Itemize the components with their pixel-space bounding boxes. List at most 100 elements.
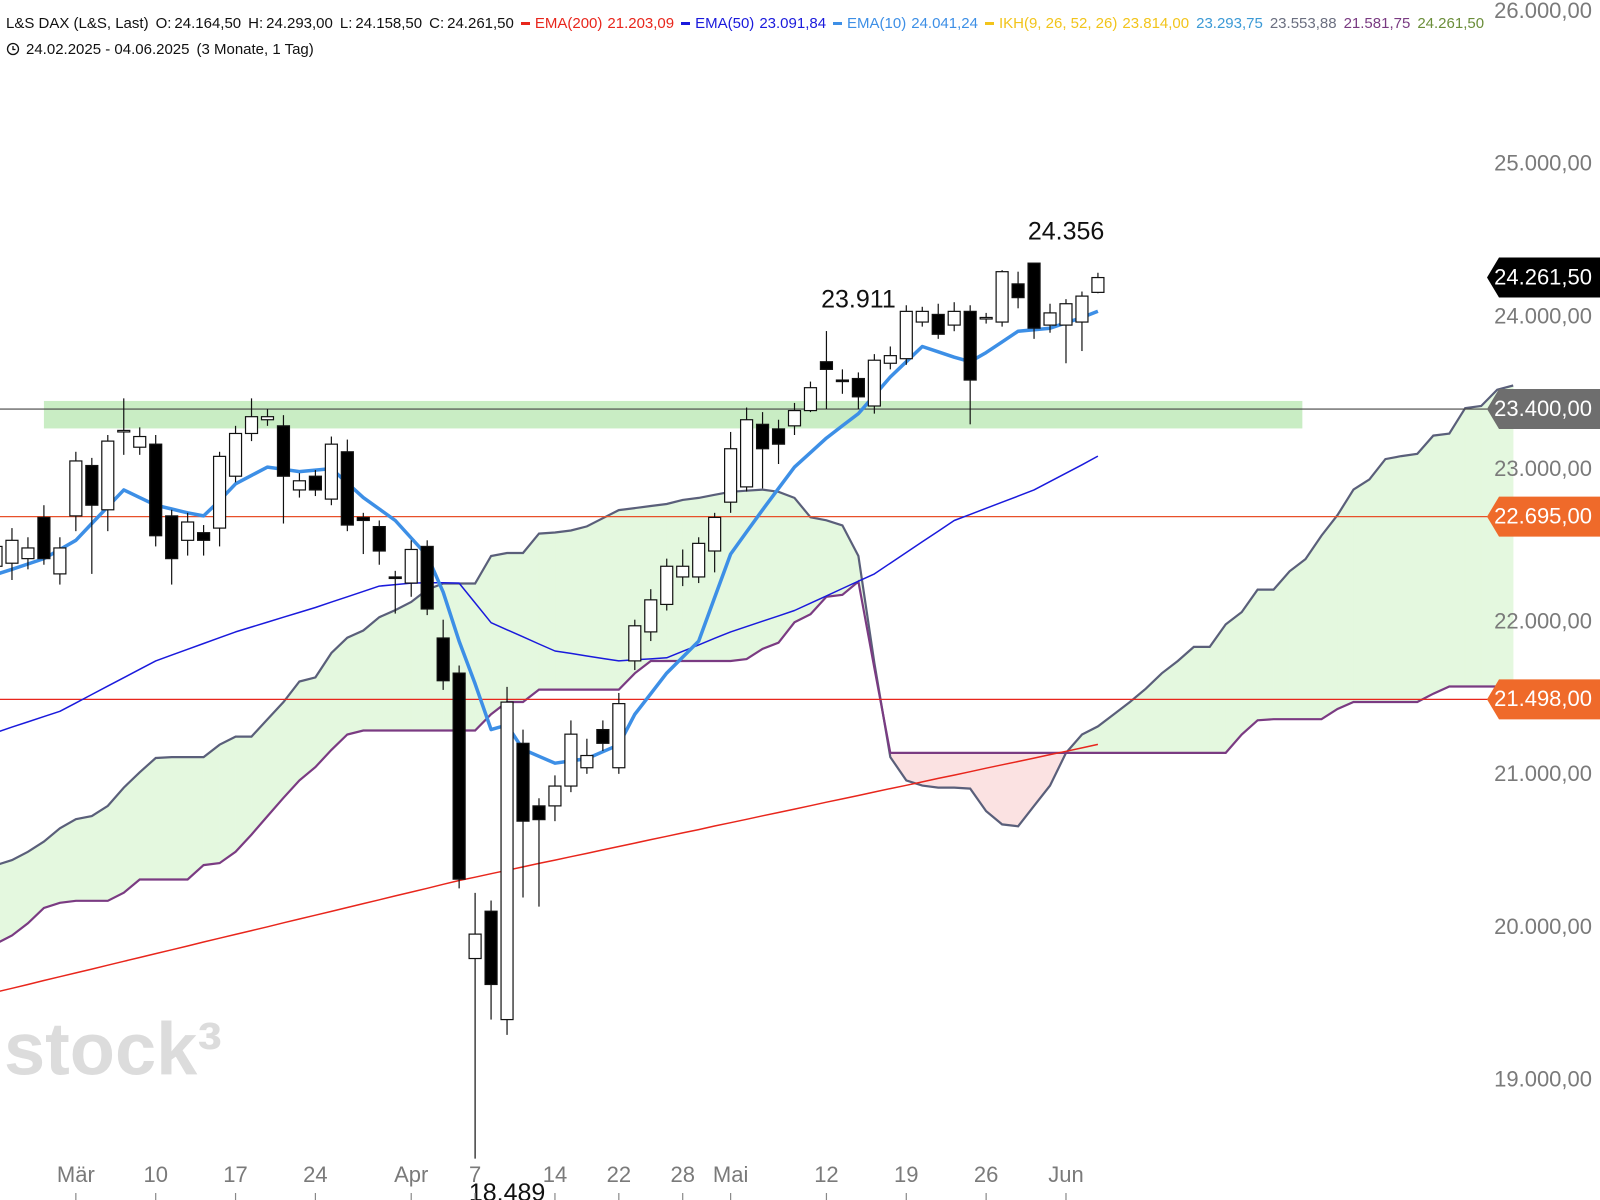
legend-marker: [833, 21, 843, 25]
cloud-fill: [11, 851, 29, 936]
cloud-fill: [1480, 389, 1498, 687]
candle-body: [644, 599, 658, 633]
y-tick-label: 23.000,00: [1494, 456, 1592, 481]
cloud-fill: [59, 818, 77, 904]
candle-body: [372, 525, 386, 552]
candle-body: [1011, 283, 1025, 299]
cloud-fill: [1033, 752, 1051, 807]
candle-body: [1043, 312, 1057, 326]
candle-body: [436, 637, 450, 682]
y-tick-label: 19.000,00: [1494, 1066, 1592, 1091]
y-tick-label: 24.000,00: [1494, 303, 1592, 328]
annotation: 18.489: [469, 1179, 545, 1200]
legend-name: EMA(10): [847, 14, 907, 32]
ohlc-value: 24.164,50: [174, 14, 242, 32]
header-row: L&S DAX (L&S, Last) O: 24.164,50 H: 24.293,0…: [6, 10, 1491, 36]
candle-body: [580, 754, 594, 769]
legend-marker: [681, 21, 691, 25]
candle-body: [739, 419, 754, 488]
cloud-fill: [1273, 570, 1290, 720]
candle-body: [5, 539, 19, 564]
candle-body: [963, 310, 977, 381]
x-tick-label: Apr: [394, 1162, 428, 1187]
cloud-fill: [1129, 688, 1147, 754]
cloud-fill: [91, 805, 109, 902]
cloud-fill: [969, 752, 987, 812]
annotation: 23.911: [821, 286, 896, 314]
y-tick-label: 20.000,00: [1494, 914, 1592, 939]
candle-body: [212, 455, 227, 529]
legend-value: 24.261,50: [1417, 14, 1485, 32]
legend-name: EMA(50): [695, 14, 755, 32]
symbol: L&S DAX (L&S, Last): [6, 14, 149, 32]
cloud-fill: [139, 757, 156, 880]
cloud-span-b: [0, 579, 1514, 943]
ohlc-label: H:: [248, 14, 264, 32]
candle-body: [324, 443, 338, 500]
date-range: 24.02.2025 - 04.06.2025: [26, 40, 190, 58]
cloud-fill: [1401, 453, 1418, 703]
cloud-fill: [1289, 558, 1306, 720]
candle-body: [244, 416, 259, 435]
candle-body: [835, 379, 850, 383]
cloud-fill: [1385, 455, 1402, 703]
candle-body: [420, 545, 434, 610]
cloud-fill: [762, 489, 779, 650]
candle-body: [228, 432, 243, 477]
cloud-fill: [506, 552, 524, 703]
cloud-fill: [937, 752, 955, 788]
candle-body: [995, 271, 1009, 323]
x-tick-label: 28: [670, 1162, 694, 1187]
y-tick-label: 25.000,00: [1494, 151, 1592, 176]
x-tick-label: 7: [469, 1162, 481, 1187]
cloud-fill: [1449, 407, 1466, 687]
cloud-fill: [299, 677, 316, 781]
candle-body: [915, 310, 929, 323]
price-tag: [1487, 257, 1600, 298]
cloud-fill: [1241, 588, 1258, 736]
cloud-fill: [155, 756, 172, 880]
candle-body: [292, 480, 307, 491]
candle-body: [724, 448, 738, 503]
cloud-fill: [187, 756, 204, 881]
cloud-span-a: [0, 384, 1514, 866]
legend-value: 21.203,09: [607, 14, 675, 32]
cloud-fill: [1369, 458, 1386, 703]
x-tick-label: Mai: [713, 1162, 748, 1187]
cloud-fill: [219, 736, 236, 864]
legend-marker: [520, 21, 530, 25]
cloud-fill: [490, 552, 508, 715]
cloud-fill: [363, 616, 380, 731]
cloud-fill: [826, 519, 843, 598]
cloud-fill: [171, 756, 188, 880]
candle-body: [388, 576, 402, 580]
candle-body: [851, 377, 865, 398]
candle-body: [548, 785, 562, 807]
candle-body: [883, 355, 897, 364]
candle-body: [404, 548, 418, 584]
cloud-fill: [618, 507, 636, 691]
candle-body: [181, 521, 195, 541]
candle-body: [708, 516, 722, 552]
y-tick-label: 22.000,00: [1494, 609, 1592, 634]
price-tag-label: 24.261,50: [1494, 264, 1592, 289]
cloud-fill: [123, 771, 140, 894]
candle-body: [867, 359, 881, 407]
cloud-fill: [682, 497, 699, 662]
candle-body: [53, 547, 67, 575]
candle-body: [276, 425, 291, 477]
candle-body: [819, 361, 834, 370]
x-tick-label: Jun: [1048, 1162, 1083, 1187]
cloud-fill: [1257, 589, 1274, 721]
candle-body: [484, 910, 498, 986]
price-tag: [1487, 496, 1600, 537]
candle-body: [516, 742, 530, 822]
candle-body: [260, 416, 275, 421]
support-zone: [43, 400, 1303, 429]
candle-body: [468, 933, 482, 960]
candle-body: [21, 547, 35, 560]
cloud-fill: [379, 609, 396, 731]
candle-body: [532, 805, 546, 821]
cloud-fill: [522, 532, 540, 703]
